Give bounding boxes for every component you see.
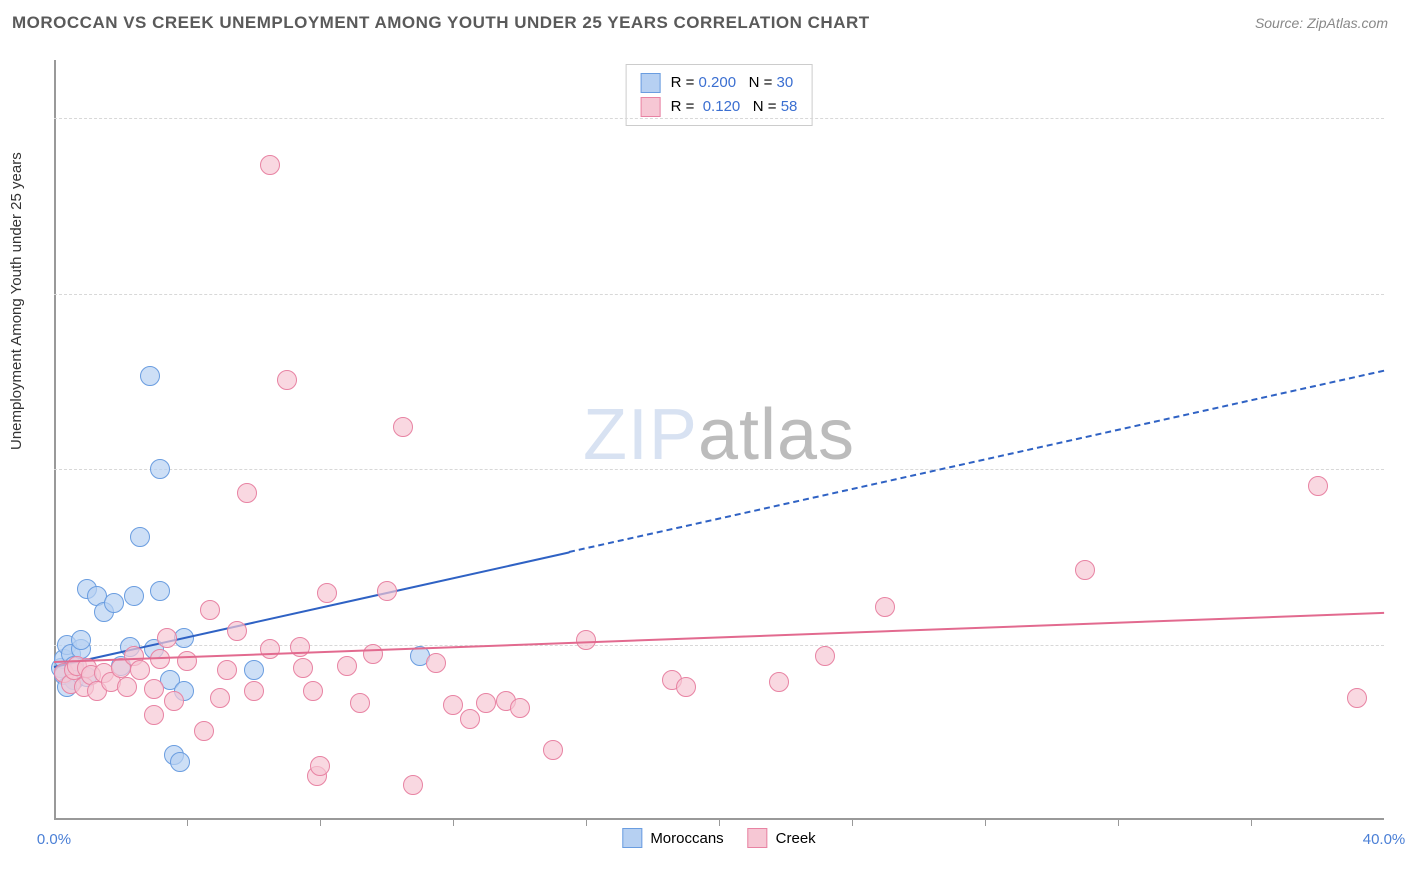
trend-line (569, 370, 1384, 553)
legend-row: R = 0.120 N = 58 (641, 95, 798, 119)
data-point (426, 653, 446, 673)
grid-line (54, 118, 1384, 119)
data-point (337, 656, 357, 676)
legend-row: R = 0.200 N = 30 (641, 71, 798, 95)
data-point (363, 644, 383, 664)
data-point (210, 688, 230, 708)
data-point (1347, 688, 1367, 708)
legend-swatch-creek (641, 97, 661, 117)
grid-line (54, 645, 1384, 646)
grid-line (54, 294, 1384, 295)
data-point (217, 660, 237, 680)
x-tick-label: 0.0% (37, 831, 71, 848)
data-point (130, 527, 150, 547)
x-tick (1251, 820, 1252, 826)
x-tick (187, 820, 188, 826)
data-point (260, 155, 280, 175)
data-point (576, 630, 596, 650)
correlation-legend: R = 0.200 N = 30 R = 0.120 N = 58 (626, 64, 813, 126)
legend-swatch-moroccans (641, 73, 661, 93)
data-point (476, 693, 496, 713)
chart-source: Source: ZipAtlas.com (1255, 15, 1388, 31)
x-tick (985, 820, 986, 826)
data-point (460, 709, 480, 729)
watermark-logo: ZIPatlas (583, 394, 855, 476)
legend-item-creek: Creek (748, 828, 816, 848)
x-tick (852, 820, 853, 826)
data-point (71, 630, 91, 650)
data-point (150, 459, 170, 479)
data-point (1308, 476, 1328, 496)
data-point (676, 677, 696, 697)
data-point (150, 581, 170, 601)
x-tick (1118, 820, 1119, 826)
scatter-plot-area: ZIPatlas R = 0.200 N = 30 R = 0.120 N = … (54, 60, 1384, 820)
data-point (443, 695, 463, 715)
data-point (377, 581, 397, 601)
data-point (144, 679, 164, 699)
data-point (130, 660, 150, 680)
data-point (393, 417, 413, 437)
data-point (117, 677, 137, 697)
x-tick (453, 820, 454, 826)
legend-swatch-creek (748, 828, 768, 848)
chart-title: MOROCCAN VS CREEK UNEMPLOYMENT AMONG YOU… (12, 13, 870, 33)
data-point (815, 646, 835, 666)
data-point (244, 660, 264, 680)
data-point (157, 628, 177, 648)
data-point (1075, 560, 1095, 580)
data-point (510, 698, 530, 718)
data-point (237, 483, 257, 503)
data-point (227, 621, 247, 641)
data-point (769, 672, 789, 692)
data-point (260, 639, 280, 659)
y-axis-line (54, 60, 56, 820)
data-point (194, 721, 214, 741)
series-legend: Moroccans Creek (622, 828, 815, 848)
data-point (310, 756, 330, 776)
legend-item-moroccans: Moroccans (622, 828, 723, 848)
grid-line (54, 469, 1384, 470)
data-point (144, 705, 164, 725)
data-point (875, 597, 895, 617)
x-tick (586, 820, 587, 826)
data-point (543, 740, 563, 760)
data-point (277, 370, 297, 390)
data-point (293, 658, 313, 678)
data-point (164, 691, 184, 711)
data-point (350, 693, 370, 713)
data-point (244, 681, 264, 701)
data-point (124, 586, 144, 606)
x-tick (719, 820, 720, 826)
chart-header: MOROCCAN VS CREEK UNEMPLOYMENT AMONG YOU… (0, 0, 1406, 46)
data-point (303, 681, 323, 701)
x-tick-label: 40.0% (1363, 831, 1406, 848)
data-point (177, 651, 197, 671)
data-point (317, 583, 337, 603)
trend-line (54, 612, 1384, 663)
legend-swatch-moroccans (622, 828, 642, 848)
data-point (170, 752, 190, 772)
data-point (403, 775, 423, 795)
x-tick (320, 820, 321, 826)
data-point (104, 593, 124, 613)
data-point (200, 600, 220, 620)
data-point (140, 366, 160, 386)
y-axis-label: Unemployment Among Youth under 25 years (8, 152, 25, 450)
